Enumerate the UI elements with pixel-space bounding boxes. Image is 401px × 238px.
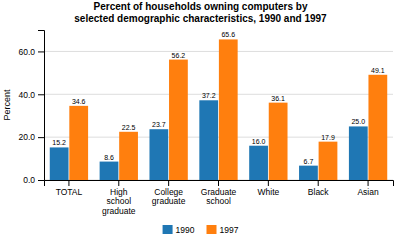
axis-line	[45, 181, 394, 187]
bar	[269, 103, 288, 180]
y-axis: 0.0 20.0 40.0 60.0	[18, 31, 44, 186]
data-label: 65.6	[221, 31, 235, 38]
text-line: graduate	[102, 206, 136, 216]
bar	[69, 106, 88, 180]
tick-mark	[38, 137, 44, 138]
bar	[219, 39, 238, 180]
series	[69, 39, 387, 180]
tick-mark	[118, 180, 119, 186]
bar	[319, 142, 338, 180]
bar	[149, 129, 168, 180]
bar	[368, 75, 387, 180]
data-label: 37.2	[202, 92, 216, 99]
bar	[169, 60, 188, 180]
tick: Graduateschool	[201, 180, 237, 206]
chart-container: Percent of households owning computers b…	[0, 0, 401, 238]
bar	[349, 126, 368, 180]
tick: TOTAL	[56, 180, 83, 197]
legend-label: 1990	[176, 225, 195, 235]
tick-label: Graduateschool	[201, 187, 237, 206]
data-label: 25.0	[351, 118, 365, 125]
legend-swatch	[163, 225, 173, 234]
tick-mark	[268, 180, 269, 186]
data-label: 56.2	[172, 52, 186, 59]
tick-mark	[218, 180, 219, 186]
tick-label: Black	[308, 187, 330, 197]
data-label: 15.2	[52, 139, 66, 146]
data-label: 36.1	[271, 95, 285, 102]
legend: 1990 1997	[163, 225, 239, 235]
tick-mark	[38, 51, 44, 52]
text-line: Black	[308, 187, 330, 197]
tick: Asian	[357, 180, 379, 197]
tick: White	[257, 180, 279, 197]
legend-item: 1990	[163, 225, 195, 235]
bar	[299, 166, 318, 180]
background	[0, 0, 401, 238]
tick: 0.0	[23, 175, 44, 185]
tick: Collegegraduate	[152, 180, 186, 206]
tick: 40.0	[18, 90, 44, 100]
data-labels: 15.2 8.6 23.7 37.2 16.0 6.7 25.0 34.6 22.5 56.2 65…	[52, 31, 384, 164]
chart: Percent of households owning computers b…	[0, 0, 401, 238]
text-line: Percent of households owning computers b…	[94, 1, 308, 12]
data-label: 23.7	[152, 121, 166, 128]
axis-line	[38, 31, 45, 181]
tick-label: 40.0	[18, 90, 35, 100]
data-label: 8.6	[104, 154, 114, 161]
tick-label: Collegegraduate	[152, 187, 186, 206]
tick-label: Asian	[357, 187, 379, 197]
tick: Highschoolgraduate	[102, 180, 136, 216]
tick: 20.0	[18, 132, 44, 142]
bars	[50, 39, 387, 180]
plot: 15.2 8.6 23.7 37.2 16.0 6.7 25.0 34.6 22.5 56.2 65…	[18, 31, 393, 216]
bar	[50, 147, 69, 180]
tick-label: 0.0	[23, 175, 35, 185]
text-line: selected demographic characteristics, 19…	[74, 13, 327, 24]
data-label: 17.9	[321, 134, 335, 141]
text-line: graduate	[152, 196, 186, 206]
data-label: 34.6	[72, 98, 86, 105]
legend-swatch	[207, 225, 217, 234]
grid-line	[44, 51, 393, 52]
tick-label: 60.0	[18, 47, 35, 57]
title: Percent of households owning computers b…	[74, 1, 327, 24]
tick-label: White	[257, 187, 279, 197]
data-label: 6.7	[304, 158, 314, 165]
grid-line	[44, 94, 393, 95]
legend-label: 1997	[220, 225, 239, 235]
tick-label: 20.0	[18, 132, 35, 142]
tick-mark	[38, 180, 44, 181]
tick: 60.0	[18, 47, 44, 57]
grid	[44, 51, 393, 180]
tick-label: Highschoolgraduate	[102, 187, 136, 216]
tick: Black	[308, 180, 330, 197]
tick-mark	[68, 180, 69, 186]
tick-mark	[38, 94, 44, 95]
bar	[100, 162, 119, 180]
bar	[119, 132, 138, 180]
data-label: 22.5	[122, 124, 136, 131]
legend-item: 1997	[207, 225, 239, 235]
data-label: 16.0	[252, 138, 266, 145]
text-line: TOTAL	[56, 187, 83, 197]
tick-mark	[318, 180, 319, 186]
tick-mark	[368, 180, 369, 186]
axis-title: Percent	[2, 89, 12, 121]
text-line: school	[206, 196, 231, 206]
tick-label: TOTAL	[56, 187, 83, 197]
grid-line	[44, 137, 393, 138]
data-label: 49.1	[371, 67, 385, 74]
x-axis: TOTAL Highschoolgraduate Collegegraduate Gr…	[45, 180, 394, 216]
bar	[249, 146, 268, 180]
bar	[199, 100, 218, 180]
series	[50, 100, 368, 180]
text-line: White	[257, 187, 279, 197]
tick-mark	[168, 180, 169, 186]
text-line: Asian	[357, 187, 379, 197]
